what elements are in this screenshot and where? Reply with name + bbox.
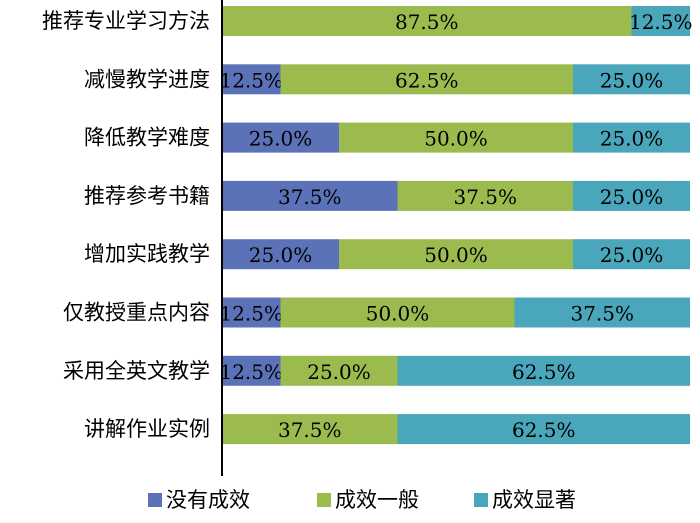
data-label: 25.0% (600, 243, 664, 267)
category-label: 降低教学难度 (84, 126, 210, 150)
data-label: 37.5% (278, 185, 342, 209)
data-label: 25.0% (249, 243, 313, 267)
data-label: 25.0% (600, 68, 664, 92)
bars-group: 87.5% 12.5% 12.5% 62.5% 25.0% 25.0% 50.0% 25.0%… (219, 6, 693, 445)
bar-segment (222, 355, 281, 386)
data-label: 62.5% (395, 68, 459, 92)
bar-segment (573, 122, 690, 153)
legend-swatch (474, 493, 488, 507)
category-label: 增加实践教学 (84, 242, 210, 266)
bar-segment (339, 239, 573, 270)
bar-segment (397, 180, 573, 211)
data-label: 12.5% (219, 68, 283, 92)
bar-segment (339, 122, 573, 153)
data-label: 12.5% (219, 360, 283, 384)
category-label: 仅教授重点内容 (63, 301, 210, 325)
category-label: 采用全英文教学 (63, 359, 210, 383)
bar-segment (573, 180, 690, 211)
data-label: 12.5% (219, 302, 283, 326)
legend-swatch (317, 493, 331, 507)
data-label: 37.5% (570, 302, 634, 326)
category-label: 推荐参考书籍 (84, 184, 210, 208)
legend: 没有成效 成效一般 成效显著 (148, 488, 576, 512)
data-label: 50.0% (424, 127, 488, 151)
data-label: 50.0% (366, 302, 430, 326)
bar-segment (222, 297, 281, 328)
legend-swatch (148, 493, 162, 507)
legend-label: 成效一般 (335, 488, 419, 512)
bar-segment (222, 414, 398, 445)
data-label: 25.0% (600, 127, 664, 151)
data-label: 25.0% (600, 185, 664, 209)
bar-segment (397, 355, 690, 386)
category-labels: 推荐专业学习方法减慢教学进度降低教学难度推荐参考书籍增加实践教学仅教授重点内容采… (42, 9, 210, 441)
bar-segment (280, 355, 398, 386)
bar-segment (222, 6, 632, 36)
data-label: 25.0% (249, 127, 313, 151)
category-label: 减慢教学进度 (84, 67, 210, 91)
legend-label: 成效显著 (492, 488, 576, 512)
bar-segment (222, 180, 398, 211)
category-label: 推荐专业学习方法 (42, 9, 210, 33)
bar-segment (280, 64, 573, 95)
bar-segment (222, 64, 281, 95)
bar-segment (573, 239, 690, 270)
bar-segment (573, 64, 690, 95)
data-label: 87.5% (395, 10, 459, 34)
data-label: 25.0% (307, 360, 371, 384)
data-label: 12.5% (629, 10, 693, 34)
bar-segment (222, 122, 339, 153)
data-label: 37.5% (453, 185, 517, 209)
legend-label: 没有成效 (166, 488, 250, 512)
bar-segment (631, 6, 690, 36)
data-label: 62.5% (512, 360, 576, 384)
bar-segment (280, 297, 515, 328)
data-label: 37.5% (278, 418, 342, 442)
bar-segment (222, 239, 339, 270)
data-label: 50.0% (424, 243, 488, 267)
data-label: 62.5% (512, 418, 576, 442)
bar-segment (397, 414, 690, 445)
category-label: 讲解作业实例 (84, 417, 210, 441)
bar-segment (514, 297, 690, 328)
